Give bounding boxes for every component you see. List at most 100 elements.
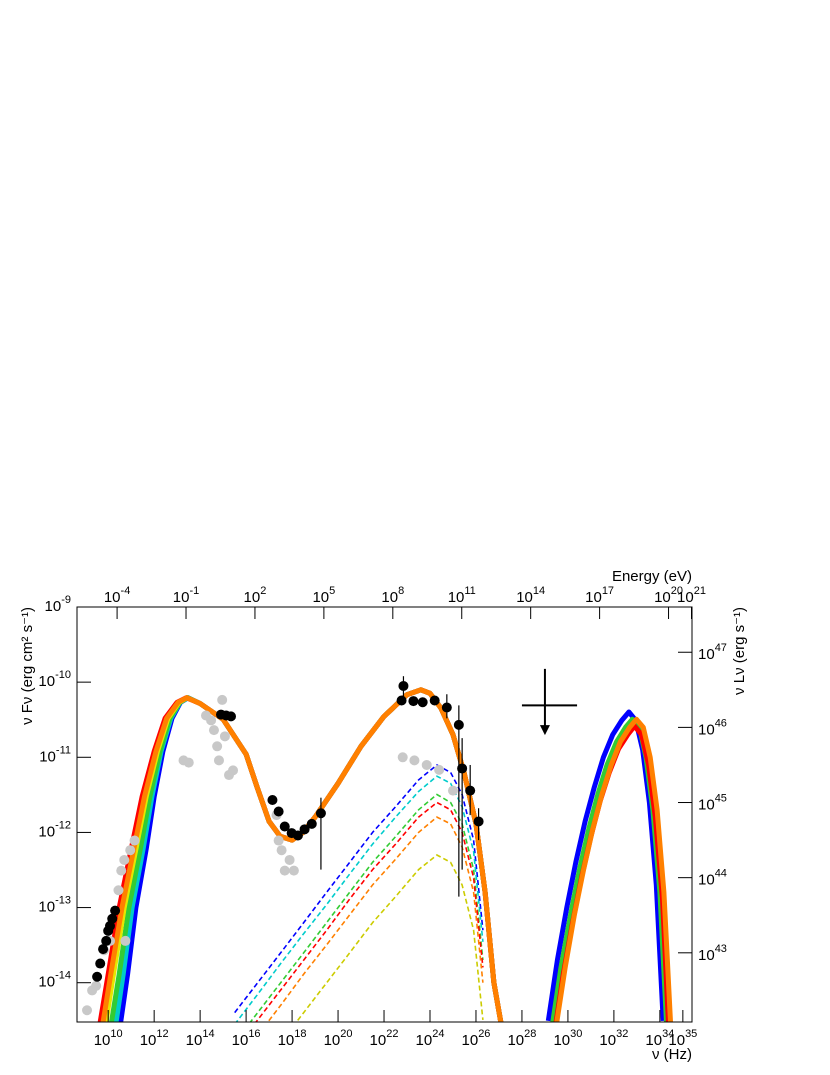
data-point (292, 830, 303, 841)
data-point (225, 711, 236, 722)
data-point (276, 845, 287, 856)
x2-tick-label: 1014 (516, 585, 545, 606)
model-curve (100, 687, 504, 1022)
data-point (421, 759, 432, 770)
data-point (397, 752, 408, 763)
data-point (267, 795, 278, 806)
data-point (110, 905, 121, 916)
x2-tick-label: 102 (244, 585, 267, 606)
x-tick-label: 1016 (232, 1028, 261, 1049)
x-tick-label: 1035 (668, 1028, 697, 1049)
data-point (441, 702, 452, 713)
y2-tick-label: 1046 (698, 717, 727, 738)
data-point (208, 725, 219, 736)
y-tick-label: 10-12 (38, 819, 71, 840)
data-point (453, 719, 464, 730)
x2-tick-label: 10-1 (173, 585, 199, 606)
data-point (91, 980, 102, 991)
x2-tick-label: 108 (381, 585, 404, 606)
data-point (279, 865, 290, 876)
y2-axis-label: ν Lν (erg s⁻¹) (731, 607, 748, 695)
x2-tick-label: 10-4 (104, 585, 130, 606)
data-point (217, 694, 228, 705)
x2-tick-label: 1020 (654, 585, 683, 606)
data-point (125, 845, 136, 856)
data-point (119, 854, 130, 865)
y-tick-label: 10-9 (45, 594, 71, 615)
model-curve (554, 716, 674, 1022)
y2-tick-label: 1047 (698, 642, 727, 663)
data-point (447, 785, 458, 796)
data-point (92, 971, 103, 982)
data-point (299, 824, 310, 835)
data-point (434, 764, 445, 775)
y-axis-label: ν Fν (erg cm² s⁻¹) (19, 607, 36, 725)
x2-tick-label: 1017 (585, 585, 614, 606)
data-point (465, 785, 476, 796)
x2-tick-label: 105 (312, 585, 335, 606)
data-point (98, 944, 109, 955)
x-tick-label: 1024 (416, 1028, 445, 1049)
y-tick-label: 10-13 (38, 894, 71, 915)
data-point (284, 854, 295, 865)
data-point (409, 755, 420, 766)
y-tick-label: 10-11 (39, 744, 71, 765)
x-axis-label: ν (Hz) (652, 1046, 692, 1063)
data-point (408, 696, 419, 707)
upper-limit-arrow (539, 725, 550, 736)
data-point (396, 695, 407, 706)
plot-area (82, 668, 674, 1022)
data-point (107, 913, 118, 924)
data-point (288, 865, 299, 876)
x-tick-label: 1010 (94, 1028, 123, 1049)
x-tick-label: 1026 (462, 1028, 491, 1049)
x-tick-label: 1030 (553, 1028, 582, 1049)
model-curve-dashed (295, 854, 484, 1022)
data-point (212, 741, 223, 752)
data-point (417, 697, 428, 708)
data-point (457, 763, 468, 774)
y2-tick-label: 1044 (698, 868, 727, 889)
model-curve-dashed (255, 801, 484, 1022)
data-point (113, 885, 124, 896)
x-tick-label: 1018 (278, 1028, 307, 1049)
data-point (279, 821, 290, 832)
data-point (206, 715, 217, 726)
x-tick-label: 1034 (645, 1028, 674, 1049)
data-point (183, 757, 194, 768)
data-point (398, 680, 409, 691)
model-curve-dashed (235, 775, 484, 1022)
data-point (129, 835, 140, 846)
x2-tick-label: 1011 (448, 585, 476, 606)
y2-tick-label: 1043 (698, 943, 727, 964)
data-point (306, 818, 317, 829)
x-tick-label: 1032 (599, 1028, 628, 1049)
y-tick-label: 10-14 (38, 970, 71, 991)
y-tick-label: 10-10 (38, 669, 71, 690)
model-curve-dashed (249, 793, 484, 1022)
x-tick-label: 1022 (370, 1028, 399, 1049)
data-point (219, 731, 230, 742)
model-curve-dashed (234, 764, 484, 1014)
x-tick-label: 1014 (186, 1028, 215, 1049)
data-point (473, 816, 484, 827)
top-axis-label: Energy (eV) (612, 568, 692, 585)
data-point (429, 695, 440, 706)
x-tick-label: 1012 (140, 1028, 169, 1049)
data-point (101, 935, 112, 946)
data-point (95, 958, 106, 969)
x-tick-label: 1020 (324, 1028, 353, 1049)
data-point (273, 835, 284, 846)
data-point (315, 808, 326, 819)
data-point (213, 755, 224, 766)
x2-tick-label: 1021 (677, 585, 706, 606)
x-tick-label: 1028 (507, 1028, 536, 1049)
data-point (116, 865, 127, 876)
model-curve-dashed (266, 816, 484, 1022)
data-point (228, 765, 239, 776)
y2-tick-label: 1045 (698, 792, 727, 813)
data-point (120, 935, 131, 946)
data-point (82, 1005, 93, 1016)
data-point (273, 806, 284, 817)
